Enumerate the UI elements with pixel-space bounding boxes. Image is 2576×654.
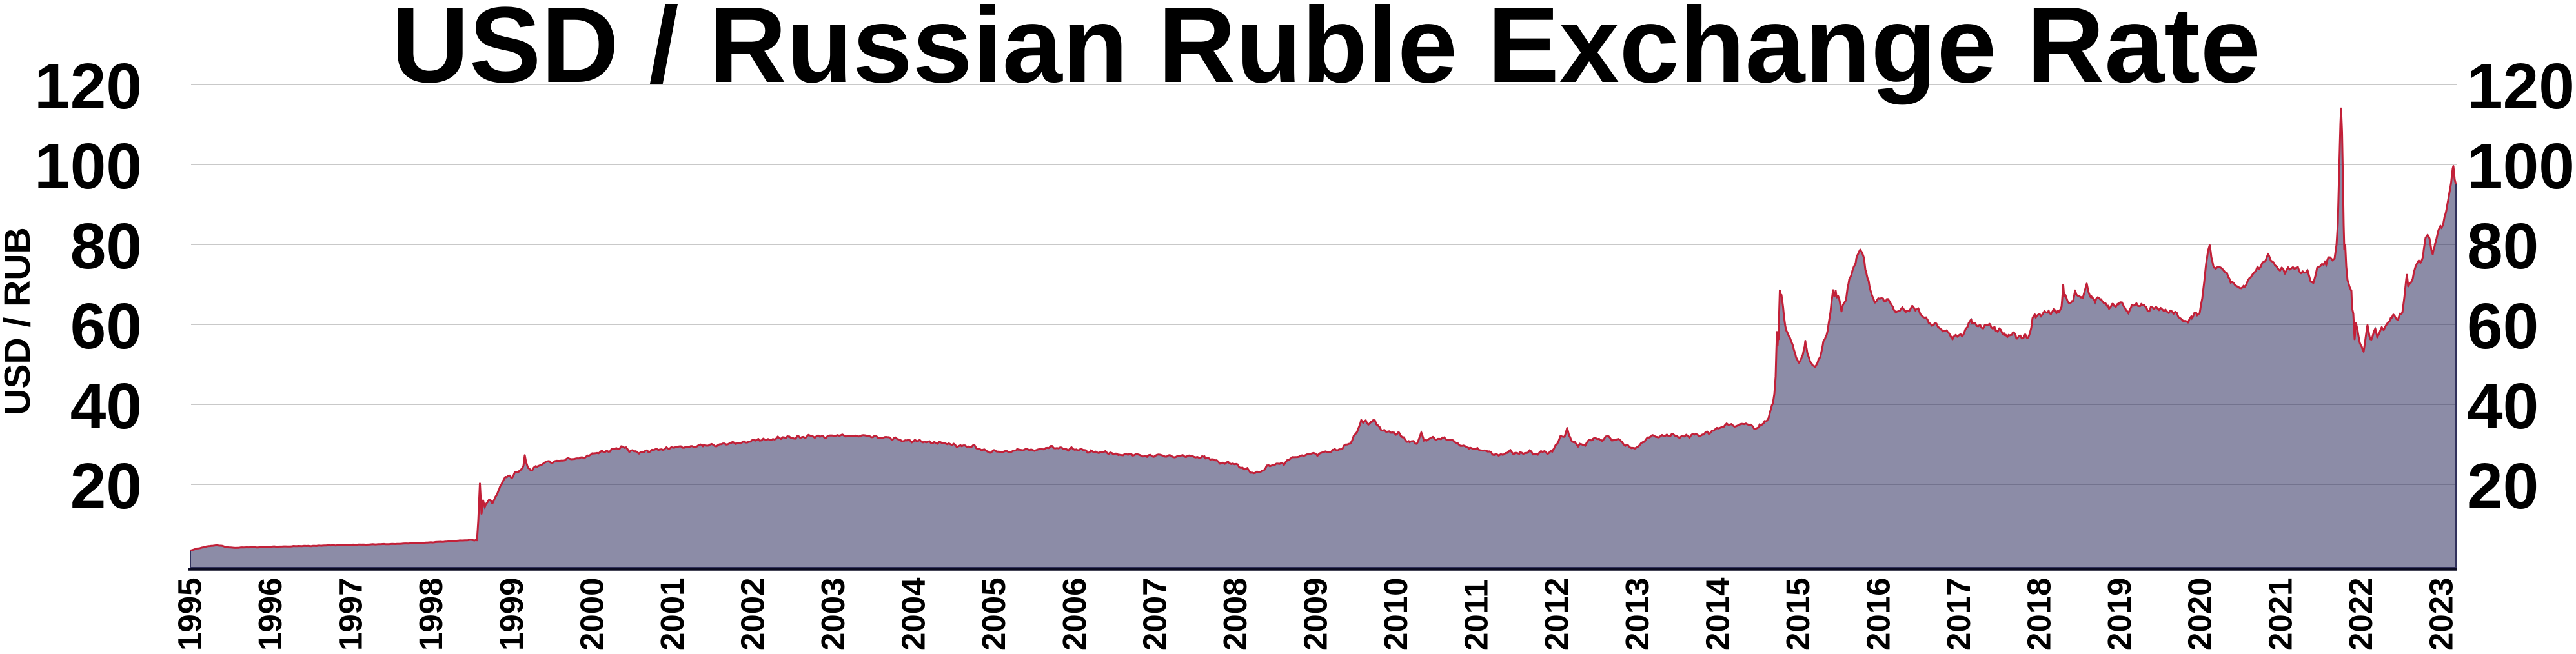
svg-text:2010: 2010 <box>1377 578 1414 651</box>
svg-text:1998: 1998 <box>412 578 449 651</box>
svg-text:60: 60 <box>70 290 142 362</box>
svg-text:20: 20 <box>2467 450 2539 522</box>
svg-text:20: 20 <box>70 450 142 522</box>
svg-text:2000: 2000 <box>573 578 610 651</box>
svg-text:2004: 2004 <box>895 577 932 651</box>
svg-text:120: 120 <box>34 50 142 123</box>
svg-text:80: 80 <box>2467 210 2539 282</box>
svg-text:1997: 1997 <box>332 578 369 651</box>
svg-text:2012: 2012 <box>1538 578 1575 651</box>
svg-text:1995: 1995 <box>172 578 208 651</box>
svg-text:2013: 2013 <box>1619 578 1656 651</box>
svg-text:2023: 2023 <box>2423 578 2460 651</box>
svg-text:2021: 2021 <box>2262 578 2298 651</box>
svg-text:120: 120 <box>2467 50 2575 123</box>
svg-text:2011: 2011 <box>1458 579 1495 651</box>
svg-text:1996: 1996 <box>252 578 289 651</box>
svg-text:40: 40 <box>2467 370 2539 442</box>
svg-text:2007: 2007 <box>1136 578 1173 651</box>
svg-text:2009: 2009 <box>1297 578 1334 651</box>
svg-text:2022: 2022 <box>2342 578 2379 651</box>
svg-text:2014: 2014 <box>1699 577 1736 651</box>
svg-text:2018: 2018 <box>2021 578 2058 651</box>
svg-text:2008: 2008 <box>1217 578 1253 651</box>
svg-text:80: 80 <box>70 210 142 282</box>
svg-text:2002: 2002 <box>735 578 771 651</box>
svg-text:2006: 2006 <box>1056 578 1093 651</box>
svg-text:2005: 2005 <box>975 578 1012 651</box>
svg-text:60: 60 <box>2467 290 2539 362</box>
svg-text:2019: 2019 <box>2101 578 2138 651</box>
svg-text:100: 100 <box>2467 130 2575 203</box>
svg-text:2016: 2016 <box>1860 578 1897 651</box>
svg-text:100: 100 <box>34 130 142 203</box>
svg-text:2001: 2001 <box>654 578 691 651</box>
svg-text:2017: 2017 <box>1940 578 1977 651</box>
svg-text:2015: 2015 <box>1780 578 1816 651</box>
svg-text:1999: 1999 <box>493 578 530 651</box>
svg-text:2003: 2003 <box>815 578 851 651</box>
svg-text:USD / RUB: USD / RUB <box>0 227 38 415</box>
svg-text:2020: 2020 <box>2182 578 2218 651</box>
svg-text:USD / Russian Ruble Exchange R: USD / Russian Ruble Exchange Rate <box>391 0 2260 105</box>
svg-text:40: 40 <box>70 370 142 442</box>
